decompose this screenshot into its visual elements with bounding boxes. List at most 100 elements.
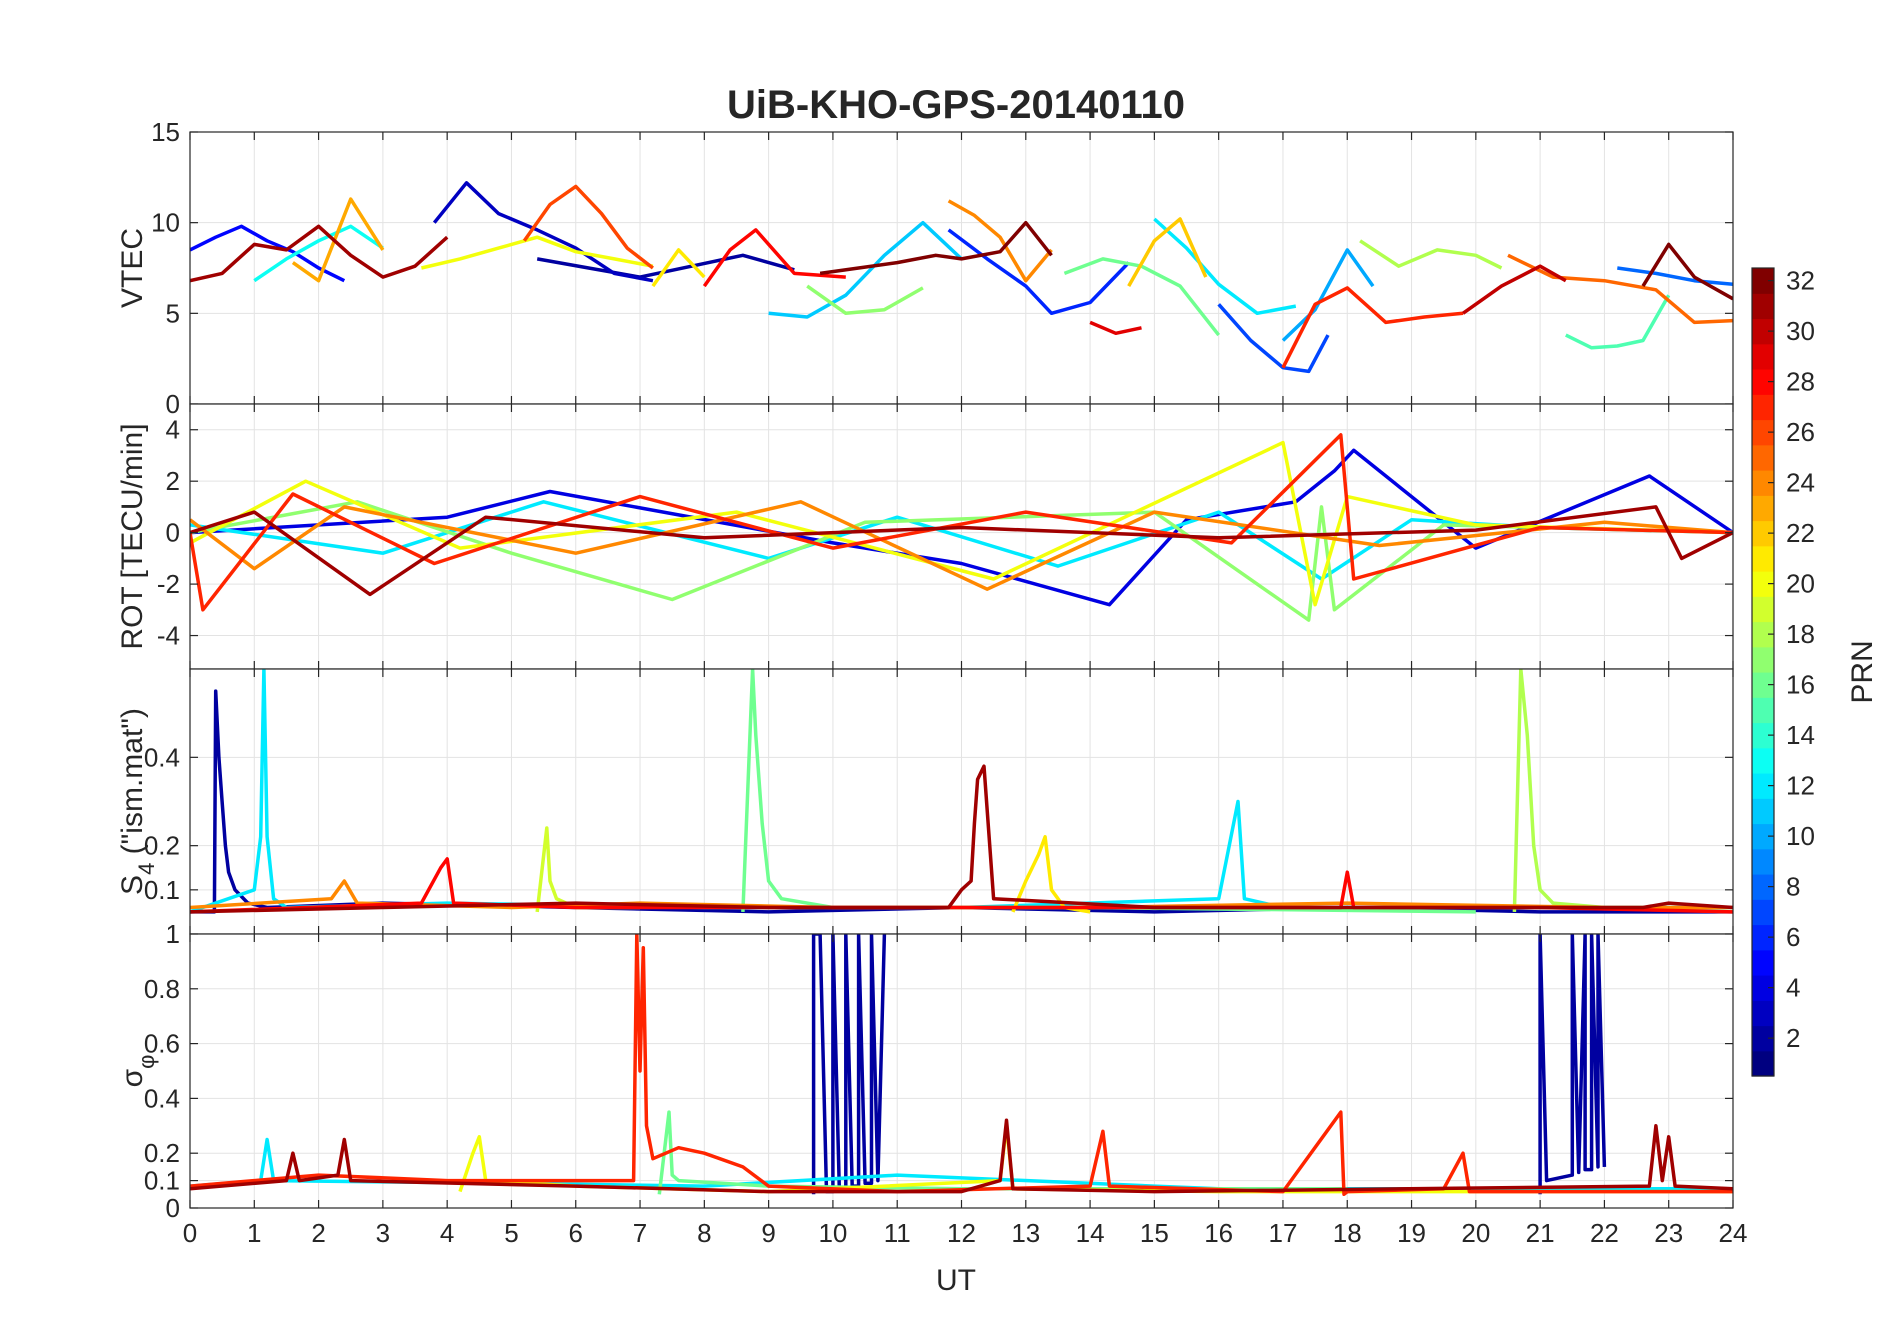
colorbar-swatch-20 — [1752, 571, 1774, 597]
series-prn-26 — [522, 184, 654, 270]
y-axis-label-sub: 4 — [134, 863, 159, 875]
series-group — [190, 934, 1733, 1197]
colorbar-tick-label: 20 — [1786, 569, 1815, 599]
y-tick-label: -2 — [157, 569, 180, 599]
series-prn-12 — [190, 669, 1733, 914]
colorbar-swatch-17 — [1752, 646, 1774, 673]
series-prn-31 — [190, 1118, 1733, 1194]
series-prn-27 — [1281, 286, 1464, 369]
series-prn-2 — [1538, 934, 1607, 1195]
colorbar-swatch-21 — [1752, 545, 1774, 572]
series-group — [190, 433, 1733, 622]
colorbar-swatch-10 — [1752, 823, 1774, 850]
colorbar-tick-label: 32 — [1786, 266, 1815, 296]
colorbar-swatch-9 — [1752, 848, 1774, 875]
y-tick-label: 0 — [166, 1193, 180, 1223]
y-tick-label: 2 — [166, 466, 180, 496]
chart-title: UiB-KHO-GPS-20140110 — [727, 83, 1185, 127]
x-tick-label: 22 — [1590, 1218, 1619, 1248]
y-axis-label-main: S — [116, 875, 149, 895]
y-tick-label: 0.8 — [144, 974, 180, 1004]
y-tick-label: -4 — [157, 621, 180, 651]
series-prn-31 — [190, 764, 1733, 914]
colorbar-swatch-32 — [1752, 268, 1774, 294]
series-prn-13 — [253, 224, 384, 283]
colorbar-tick-label: 18 — [1786, 619, 1815, 649]
x-tick-label: 11 — [884, 1218, 911, 1248]
y-tick-label: 0.6 — [144, 1029, 180, 1059]
x-tick-label: 9 — [761, 1218, 775, 1248]
y-axis-label: ROT [TECU/min] — [116, 423, 149, 649]
y-tick-label: 15 — [151, 117, 180, 147]
y-tick-label: 0 — [166, 518, 180, 548]
colorbar-swatch-31 — [1752, 293, 1774, 320]
x-tick-label: 24 — [1719, 1218, 1748, 1248]
y-axis-label: VTEC — [116, 228, 149, 308]
grid — [189, 131, 1734, 405]
series-prn-5 — [190, 224, 346, 283]
x-axis-label: UT — [936, 1264, 976, 1297]
series-prn-25 — [1507, 253, 1733, 325]
colorbar-swatch-11 — [1752, 798, 1774, 825]
colorbar-tick-label: 30 — [1786, 316, 1815, 346]
series-prn-32 — [1641, 242, 1733, 301]
colorbar-swatch-1 — [1752, 1050, 1774, 1077]
series-prn-21 — [651, 248, 706, 288]
colorbar-swatch-4 — [1752, 975, 1774, 1001]
colorbar-tick-label: 2 — [1786, 1023, 1800, 1053]
colorbar-swatch-15 — [1752, 697, 1774, 724]
series-prn-30 — [1461, 264, 1567, 315]
colorbar-swatch-12 — [1752, 773, 1774, 799]
x-tick-label: 19 — [1397, 1218, 1426, 1248]
colorbar-label: PRN — [1846, 640, 1879, 703]
x-tick-label: 20 — [1461, 1218, 1490, 1248]
series-prn-17 — [806, 284, 924, 316]
series-prn-15 — [1565, 294, 1671, 350]
series-prn-10 — [1281, 248, 1375, 342]
series-prn-2 — [811, 934, 887, 1195]
colorbar-swatch-26 — [1752, 419, 1774, 446]
y-tick-label: 4 — [166, 415, 180, 445]
x-tick-label: 14 — [1076, 1218, 1105, 1248]
colorbar-tick-label: 10 — [1786, 821, 1815, 851]
y-tick-label: 10 — [151, 208, 180, 238]
series-prn-28 — [702, 228, 846, 288]
panel-4: 00.10.2 0.4 0.6 0.8 1 σφ — [116, 919, 1734, 1223]
x-tick-label: 3 — [376, 1218, 390, 1248]
x-tick-label: 5 — [504, 1218, 518, 1248]
x-tick-label: 23 — [1654, 1218, 1683, 1248]
x-tick-label: 17 — [1268, 1218, 1297, 1248]
panel-1: 0 5 10 15 VTEC — [116, 117, 1734, 419]
series-group — [190, 181, 1733, 374]
colorbar-swatch-13 — [1752, 747, 1774, 774]
x-tick-label: 21 — [1526, 1218, 1555, 1248]
colorbar-swatch-3 — [1752, 1000, 1774, 1027]
colorbar-tick-label: 6 — [1786, 922, 1800, 952]
colorbar-swatch-24 — [1752, 470, 1774, 496]
colorbar-tick-label: 26 — [1786, 417, 1815, 447]
y-tick-label: 0.4 — [144, 1083, 180, 1113]
colorbar-tick-label: 16 — [1786, 670, 1815, 700]
x-tick-label: 4 — [440, 1218, 454, 1248]
series-prn-4 — [190, 448, 1733, 607]
series-prn-3 — [432, 181, 654, 283]
colorbar-swatch-14 — [1752, 722, 1774, 749]
colorbar-swatch-2 — [1752, 1025, 1774, 1052]
y-axis-label: S4 ("ism.mat") — [116, 708, 159, 895]
series-prn-29 — [1089, 320, 1142, 336]
colorbar-swatch-27 — [1752, 394, 1774, 421]
series-prn-20 — [420, 235, 654, 270]
y-tick-label: 0.1 — [144, 1166, 180, 1196]
x-tick-label: 13 — [1011, 1218, 1040, 1248]
colorbar-swatch-8 — [1752, 874, 1774, 900]
series-prn-24 — [190, 500, 1733, 591]
series-prn-12 — [1153, 217, 1297, 316]
y-tick-label: 1 — [166, 919, 180, 949]
series-prn-32 — [819, 220, 1053, 276]
x-tick-label: 15 — [1140, 1218, 1169, 1248]
y-tick-label: 0.1 — [144, 875, 180, 905]
y-tick-label: 0.2 — [144, 831, 180, 861]
series-prn-18 — [1359, 239, 1503, 270]
